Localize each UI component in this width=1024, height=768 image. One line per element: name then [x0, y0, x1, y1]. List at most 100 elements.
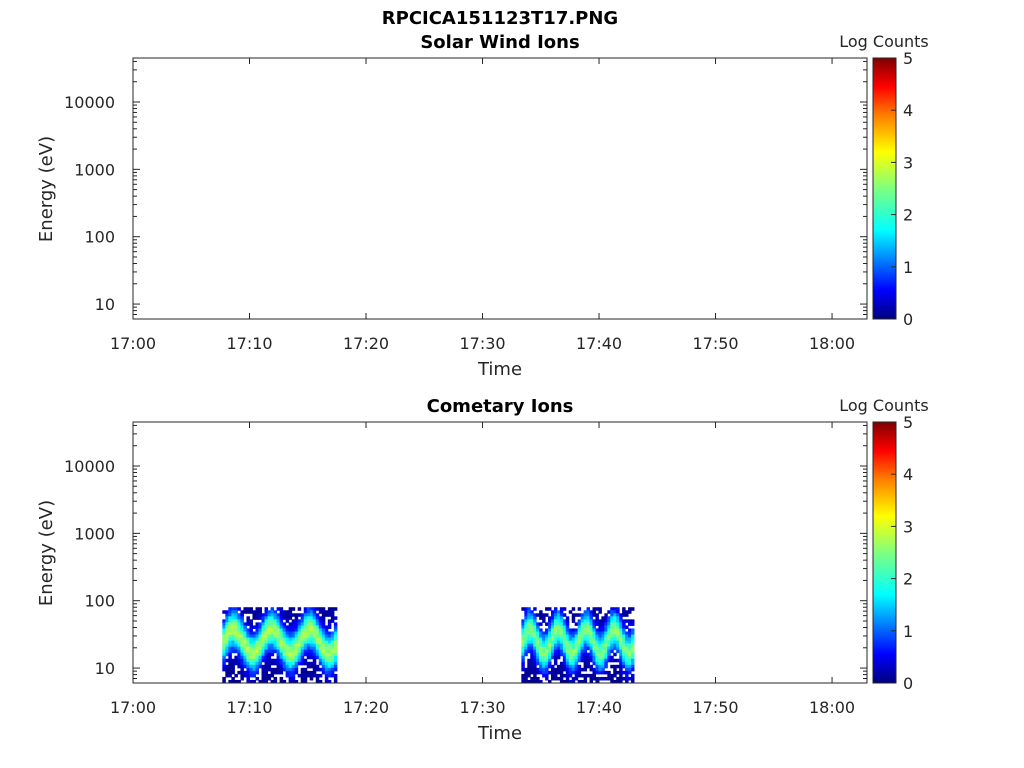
spectrogram-cell: [542, 613, 546, 617]
spectrogram-cell: [255, 622, 259, 626]
spectrogram-cell: [261, 619, 266, 623]
spectrogram-cell: [616, 637, 620, 642]
spectrogram-cell: [610, 637, 614, 642]
spectrogram-cell: [580, 622, 585, 626]
spectrogram-cell: [231, 637, 235, 642]
spectrogram-cell: [571, 637, 576, 642]
spectrogram-cell: [574, 622, 579, 626]
spectrogram-cell: [288, 628, 293, 632]
spectrogram-cell: [252, 616, 256, 620]
spectrogram-cell: [568, 667, 573, 672]
spectrogram-cell: [556, 637, 561, 642]
spectrogram-cell: [327, 619, 332, 623]
spectrogram-cell: [562, 625, 567, 629]
spectrogram-cell: [598, 649, 602, 654]
spectrogram-cell: [315, 646, 320, 651]
spectrogram-cell: [553, 613, 558, 617]
spectrogram-cell: [548, 655, 552, 660]
spectrogram-cell: [309, 622, 314, 626]
spectrogram-cell: [276, 640, 281, 645]
spectrogram-cell: [252, 634, 256, 639]
spectrogram-cell: [288, 634, 293, 639]
spectrogram-cell: [276, 658, 281, 663]
spectrogram-cell: [565, 625, 570, 629]
spectrogram-cell: [306, 628, 311, 632]
spectrogram-cell: [303, 667, 308, 672]
spectrogram-cell: [297, 637, 302, 642]
spectrogram-cell: [273, 667, 278, 672]
spectrogram-cell: [300, 658, 305, 663]
spectrogram-cell: [556, 613, 561, 617]
spectrogram-cell: [524, 613, 528, 617]
spectrogram-cell: [616, 676, 620, 681]
spectrogram-cell: [580, 643, 585, 648]
spectrogram-cell: [559, 631, 564, 636]
spectrogram-cell: [586, 637, 591, 642]
spectrogram-cell: [565, 658, 570, 663]
spectrogram-cell: [297, 658, 302, 663]
spectrogram-cell: [545, 658, 549, 663]
spectrogram-cell: [628, 628, 632, 632]
spectrogram-cell: [255, 667, 259, 672]
spectrogram-cell: [318, 643, 323, 648]
spectrogram-cell: [613, 634, 617, 639]
spectrogram-cell: [527, 619, 531, 623]
spectrogram-cell: [610, 679, 614, 684]
spectrogram-cell: [559, 667, 564, 672]
spectrogram-cell: [303, 676, 308, 681]
spectrogram-cell: [222, 619, 226, 623]
spectrogram-cell: [551, 634, 555, 639]
spectrogram-cell: [610, 622, 614, 626]
spectrogram-cell: [539, 643, 543, 648]
x-axis: 17:00 17:10 17:20 17:30 17:40 17:50 18:00: [110, 422, 855, 717]
spectrogram-cell: [548, 661, 552, 666]
spectrogram-cell: [306, 634, 311, 639]
spectrogram-cell: [240, 640, 244, 645]
spectrogram-cell: [249, 628, 253, 632]
spectrogram-cell: [619, 637, 623, 642]
spectrogram-cell: [318, 610, 323, 614]
spectrogram-cell: [288, 652, 293, 657]
spectrogram-cell: [583, 649, 588, 654]
spectrogram-cell: [571, 631, 576, 636]
spectrogram-cell: [556, 628, 561, 632]
spectrogram-cell: [533, 676, 537, 681]
spectrogram-cell: [246, 664, 250, 669]
spectrogram-cell: [324, 649, 329, 654]
spectrogram-cell: [276, 667, 281, 672]
spectrogram-cell: [255, 634, 259, 639]
spectrogram-cell: [628, 658, 632, 663]
spectrogram-cell: [551, 640, 555, 645]
spectrogram-cell: [542, 655, 546, 660]
spectrogram-cell: [279, 619, 284, 623]
spectrogram-cell: [589, 649, 593, 654]
spectrogram-cell: [321, 664, 326, 669]
spectrogram-cell: [288, 622, 293, 626]
spectrogram-cell: [303, 622, 308, 626]
spectrogram-cell: [327, 637, 332, 642]
spectrogram-cell: [527, 631, 531, 636]
spectrogram-cell: [270, 625, 275, 629]
spectrogram-cell: [231, 658, 235, 663]
spectrogram-cell: [330, 631, 335, 636]
x-tick-label: 17:30: [459, 334, 505, 353]
spectrogram-cell: [255, 652, 259, 657]
spectrogram-cell: [258, 628, 263, 632]
spectrogram-cell: [530, 652, 534, 657]
spectrogram-cell: [589, 646, 593, 651]
spectrogram-cell: [264, 628, 269, 632]
spectrogram-cell: [553, 652, 558, 657]
spectrogram-cell: [574, 628, 579, 632]
spectrogram-cell: [562, 613, 567, 617]
spectrogram-cell: [533, 646, 537, 651]
spectrogram-cell: [601, 631, 605, 636]
spectrogram-cell: [291, 619, 296, 623]
colorbar-tick-label: 3: [903, 153, 913, 172]
spectrogram-cell: [625, 610, 629, 614]
spectrogram-cell: [604, 646, 608, 651]
spectrogram-cell: [542, 667, 546, 672]
spectrogram-cell: [285, 643, 290, 648]
spectrogram-cell: [315, 673, 320, 678]
spectrogram-cell: [551, 613, 555, 617]
spectrogram-cell: [279, 622, 284, 626]
